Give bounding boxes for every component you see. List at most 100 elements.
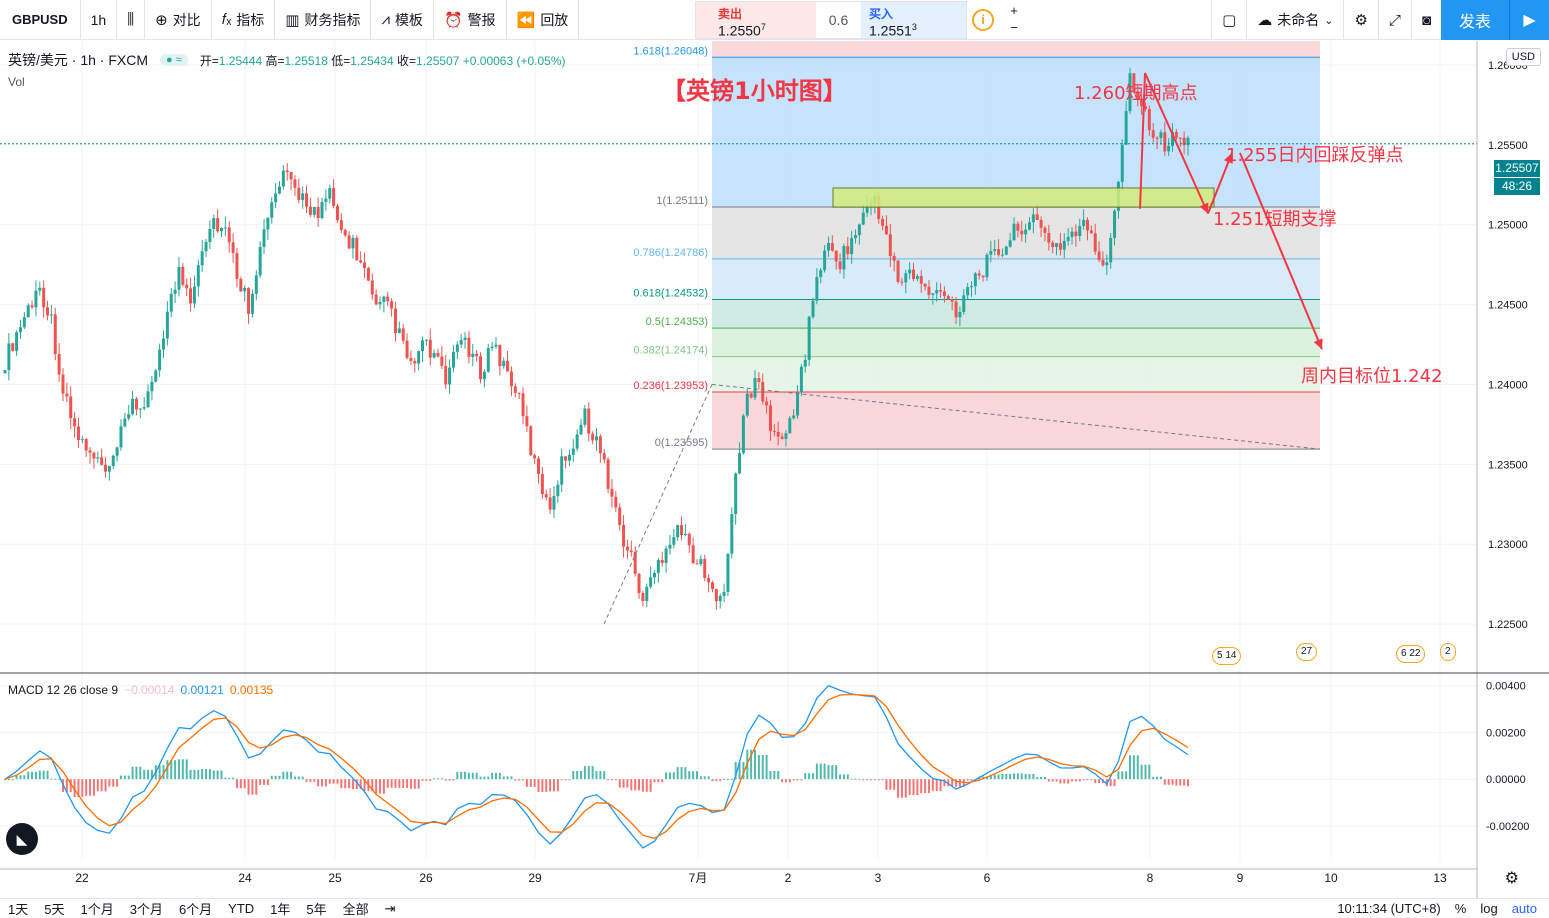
macd-histogram-bar: [255, 779, 258, 795]
macd-histogram-bar: [788, 779, 791, 783]
sell-button[interactable]: 卖出 1.25507: [696, 2, 816, 39]
clock-time[interactable]: 10:11:34 (UTC+8): [1337, 901, 1441, 916]
macd-histogram-bar: [1113, 779, 1116, 787]
high-value: 1.25518: [284, 53, 328, 68]
macd-histogram-bar: [355, 779, 358, 790]
macd-histogram-bar: [583, 766, 586, 780]
macd-histogram-bar: [897, 779, 900, 798]
candle-body: [154, 370, 158, 382]
financials-button[interactable]: ▥ 财务指标: [275, 0, 372, 40]
replay-button[interactable]: ⏪ 回放: [507, 0, 580, 40]
candle-body: [660, 560, 664, 563]
candle-body: [262, 229, 266, 247]
chart-type-button[interactable]: ⫼: [117, 0, 146, 40]
drawings[interactable]: 1.260短期高点 1.255日内回踩反弹点 1.251短期支撑周内目标位1.242…: [0, 72, 1477, 625]
candle-body: [796, 392, 800, 416]
goto-date-icon[interactable]: ⇥: [384, 900, 396, 916]
info-icon[interactable]: i: [972, 9, 994, 31]
fib-level-label: 1.618(1.26048): [633, 45, 708, 57]
fullscreen-button[interactable]: ⤢: [1377, 0, 1411, 40]
bottom-right: 10:11:34 (UTC+8) % log auto: [1337, 899, 1549, 918]
macd-histogram-bar: [854, 778, 857, 780]
macd-histogram-bar: [123, 775, 126, 780]
macd-histogram-bar: [147, 769, 150, 780]
range-6m[interactable]: 6个月: [178, 902, 213, 917]
sell-price: 1.25507: [718, 22, 794, 39]
compare-button[interactable]: ⊕ 对比: [145, 0, 212, 40]
play-button[interactable]: ▶: [1509, 0, 1549, 40]
time-tick-label: 7月: [689, 871, 708, 885]
interval-button[interactable]: 1h: [81, 0, 118, 40]
settings-button[interactable]: ⚙: [1343, 0, 1377, 40]
fibonacci-retracement[interactable]: 1.618(1.26048) 1(1.25111) 0.786(1.24786) 0.…: [633, 41, 1320, 450]
candle-body: [46, 307, 50, 316]
alert-button[interactable]: ⏰ 警报: [434, 0, 507, 40]
candle-body: [405, 340, 409, 358]
macd-histogram-bar: [293, 776, 296, 780]
macd-histogram-bar: [549, 779, 552, 792]
buy-button[interactable]: 买入 1.25513: [861, 2, 966, 39]
macd-histogram-bar: [406, 779, 409, 788]
candle-body: [726, 553, 730, 592]
macd-histogram-bar: [989, 774, 992, 780]
range-1d[interactable]: 1天: [8, 902, 29, 917]
range-ytd[interactable]: YTD: [228, 901, 255, 916]
layout-name-button[interactable]: ☁ 未命名 ⌄: [1246, 0, 1343, 40]
event-badge[interactable]: 27: [1296, 643, 1318, 661]
candle-body: [544, 494, 548, 498]
candle-body: [1136, 91, 1140, 99]
candle-body: [1047, 232, 1051, 243]
macd-histogram-bar: [19, 775, 22, 780]
minus-icon[interactable]: −: [1010, 20, 1018, 35]
currency-badge[interactable]: USD: [1505, 48, 1541, 66]
time-tick-label: 22: [75, 871, 89, 885]
event-badge[interactable]: 6 22: [1396, 645, 1426, 663]
quantity-stepper[interactable]: + −: [1005, 2, 1023, 36]
range-3m[interactable]: 3个月: [129, 902, 163, 917]
financials-label: 财务指标: [304, 11, 361, 28]
candle-body: [231, 242, 235, 254]
bar-chart-icon: ▥: [285, 11, 300, 29]
macd-histogram-bar: [765, 755, 768, 780]
chart-title: 【英镑1小时图】: [662, 77, 847, 105]
range-all[interactable]: 全部: [342, 902, 369, 917]
range-1m[interactable]: 1个月: [80, 902, 114, 917]
macd-histogram-bar: [572, 770, 575, 780]
eye-icon[interactable]: ● ≈: [160, 54, 188, 66]
indicators-button[interactable]: 𝑓ₓ 指标: [212, 0, 276, 40]
macd-histogram-bar: [599, 771, 602, 780]
candle-body: [1113, 210, 1117, 238]
macd-histogram-bar: [1094, 779, 1097, 784]
candle-body: [107, 465, 111, 472]
candle-body: [324, 198, 328, 202]
chart-canvas[interactable]: 1.618(1.26048) 1(1.25111) 0.786(1.24786) 0.…: [0, 41, 1549, 898]
layout-button[interactable]: ▢: [1211, 0, 1246, 40]
candle-body: [819, 270, 823, 278]
symbol-search[interactable]: GBPUSD: [0, 0, 81, 40]
gear-icon[interactable]: ⚙: [1504, 870, 1519, 887]
candle-body: [1174, 131, 1178, 138]
range-1y[interactable]: 1年: [270, 902, 291, 917]
range-5y[interactable]: 5年: [306, 902, 327, 917]
log-toggle[interactable]: log: [1480, 901, 1498, 916]
macd-histogram-bar: [220, 770, 223, 780]
publish-button[interactable]: 发表: [1441, 0, 1509, 40]
time-tick-label: 8: [1147, 871, 1154, 885]
templates-button[interactable]: ⩘ 模板: [371, 0, 434, 40]
candle-body: [900, 281, 904, 283]
candle-body: [970, 286, 974, 288]
screenshot-button[interactable]: ◙: [1410, 0, 1441, 40]
candle-body: [761, 382, 765, 402]
macd-histogram-bar: [1148, 764, 1151, 780]
candle-body: [803, 359, 807, 367]
event-badge[interactable]: 5 14: [1212, 647, 1242, 665]
event-badge[interactable]: 2: [1440, 643, 1456, 661]
candle-body: [912, 269, 916, 279]
plus-icon[interactable]: +: [1010, 3, 1018, 18]
macd-histogram-bar: [394, 779, 397, 788]
percent-toggle[interactable]: %: [1454, 901, 1467, 916]
auto-toggle[interactable]: auto: [1511, 901, 1537, 916]
macd-histogram-bar: [89, 779, 92, 796]
range-5d[interactable]: 5天: [44, 902, 65, 917]
macd-label: MACD 12 26 close 9: [8, 683, 119, 697]
